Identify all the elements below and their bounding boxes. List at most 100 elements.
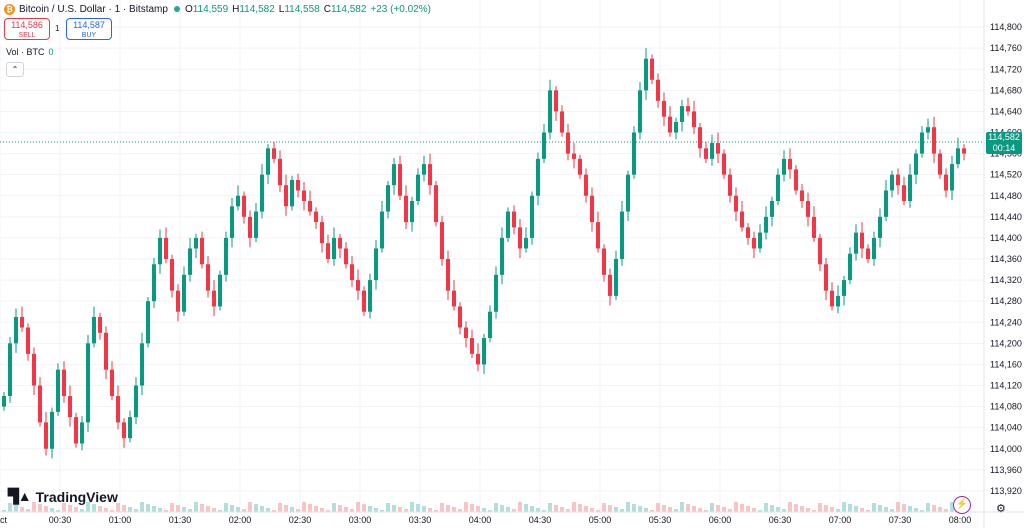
volume-bar [410, 502, 414, 512]
volume-bar [116, 503, 120, 512]
candle-body [110, 369, 114, 397]
volume-legend[interactable]: Vol · BTC 0 [6, 47, 54, 57]
candle-body [494, 274, 498, 312]
sell-button[interactable]: 114,586 SELL [4, 18, 50, 40]
volume-bar [164, 510, 168, 512]
volume-bar [68, 505, 72, 512]
volume-bar [464, 502, 468, 512]
price-tick-label: 114,000 [990, 444, 1022, 454]
collapse-legend-button[interactable]: ⌃ [6, 62, 24, 77]
candle-body [776, 174, 780, 202]
candle-body [392, 164, 396, 186]
volume-bar [98, 506, 102, 512]
volume-bar [602, 503, 606, 512]
candle-body [2, 396, 6, 407]
volume-bar [26, 509, 30, 512]
candle-body [692, 111, 696, 128]
candle-body [686, 106, 690, 112]
candle-body [164, 237, 168, 259]
buy-button[interactable]: 114,587 BUY [66, 18, 112, 40]
volume-bar [350, 509, 354, 512]
candle-body [626, 174, 630, 212]
tradingview-logo[interactable]: ▜▲ TradingView [8, 488, 118, 505]
volume-bar [788, 502, 792, 512]
candle-body [446, 259, 450, 291]
candle-body [944, 174, 948, 191]
volume-bar [560, 507, 564, 512]
candle-body [122, 422, 126, 439]
volume-bar [212, 508, 216, 512]
candle-body [68, 396, 72, 418]
volume-bar [686, 504, 690, 512]
volume-bar [758, 510, 762, 512]
candle-body [86, 343, 90, 423]
candle-body [482, 338, 486, 365]
time-tick-label: 04:30 [529, 515, 552, 525]
candle-body [668, 116, 672, 133]
candle-body [56, 369, 60, 412]
volume-bar [338, 505, 342, 512]
candle-body [536, 158, 540, 196]
volume-bar [596, 510, 600, 512]
candle-body [848, 253, 852, 281]
volume-bar [812, 510, 816, 512]
volume-bar [494, 503, 498, 512]
candle-body [452, 290, 456, 307]
candle-body [854, 232, 858, 254]
candle-body [470, 338, 474, 354]
candle-body [236, 195, 240, 207]
volume-bar [764, 503, 768, 512]
volume-bar [176, 505, 180, 512]
volume-bar [236, 507, 240, 512]
candle-body [812, 216, 816, 238]
symbol-title[interactable]: Bitcoin / U.S. Dollar · 1 · Bitstamp [19, 3, 168, 15]
candle-body [422, 164, 426, 175]
volume-bar [134, 509, 138, 512]
candle-body [104, 332, 108, 370]
candle-body [506, 211, 510, 238]
volume-bar [650, 510, 654, 512]
volume-bar [566, 509, 570, 512]
volume-bar [848, 504, 852, 512]
volume-bar [74, 507, 78, 512]
volume-bar [950, 502, 954, 512]
volume-bar [242, 509, 246, 512]
volume-bar [140, 502, 144, 512]
candle-body [704, 148, 708, 159]
candle-body [938, 153, 942, 175]
volume-bar [182, 507, 186, 512]
volume-bar [110, 510, 114, 512]
volume-bar [20, 507, 24, 512]
price-tick-label: 114,360 [990, 254, 1022, 264]
volume-bar [218, 510, 222, 512]
ohlc-close: 114,582 [330, 3, 367, 15]
volume-bar [452, 507, 456, 512]
candle-body [788, 158, 792, 170]
price-tick-label: 114,040 [990, 423, 1022, 433]
volume-bar [266, 508, 270, 512]
lightning-icon[interactable]: ⚡ [953, 496, 971, 514]
sell-price: 114,586 [11, 20, 43, 30]
candle-body [32, 353, 36, 386]
candle-body [278, 158, 282, 186]
ohlc-change: +23 (+0.02%) [370, 3, 431, 15]
candle-body [218, 274, 222, 307]
volume-bar [56, 510, 60, 512]
volume-bar [680, 502, 684, 512]
gear-icon[interactable]: ⚙ [996, 503, 1006, 515]
volume-bar [86, 502, 90, 512]
volume-bar [710, 503, 714, 512]
volume-bar [908, 506, 912, 512]
bitcoin-icon: ₿ [4, 3, 15, 15]
candle-body [74, 417, 78, 444]
volume-bar [692, 506, 696, 512]
candle-body [896, 174, 900, 186]
candle-body [962, 148, 966, 154]
price-tick-label: 114,440 [990, 212, 1022, 222]
time-tick-label: 04:00 [469, 515, 492, 525]
candle-body [632, 132, 636, 175]
price-tick-label: 114,480 [990, 191, 1022, 201]
volume-bar [542, 510, 546, 512]
time-tick-label: 05:30 [649, 515, 672, 525]
